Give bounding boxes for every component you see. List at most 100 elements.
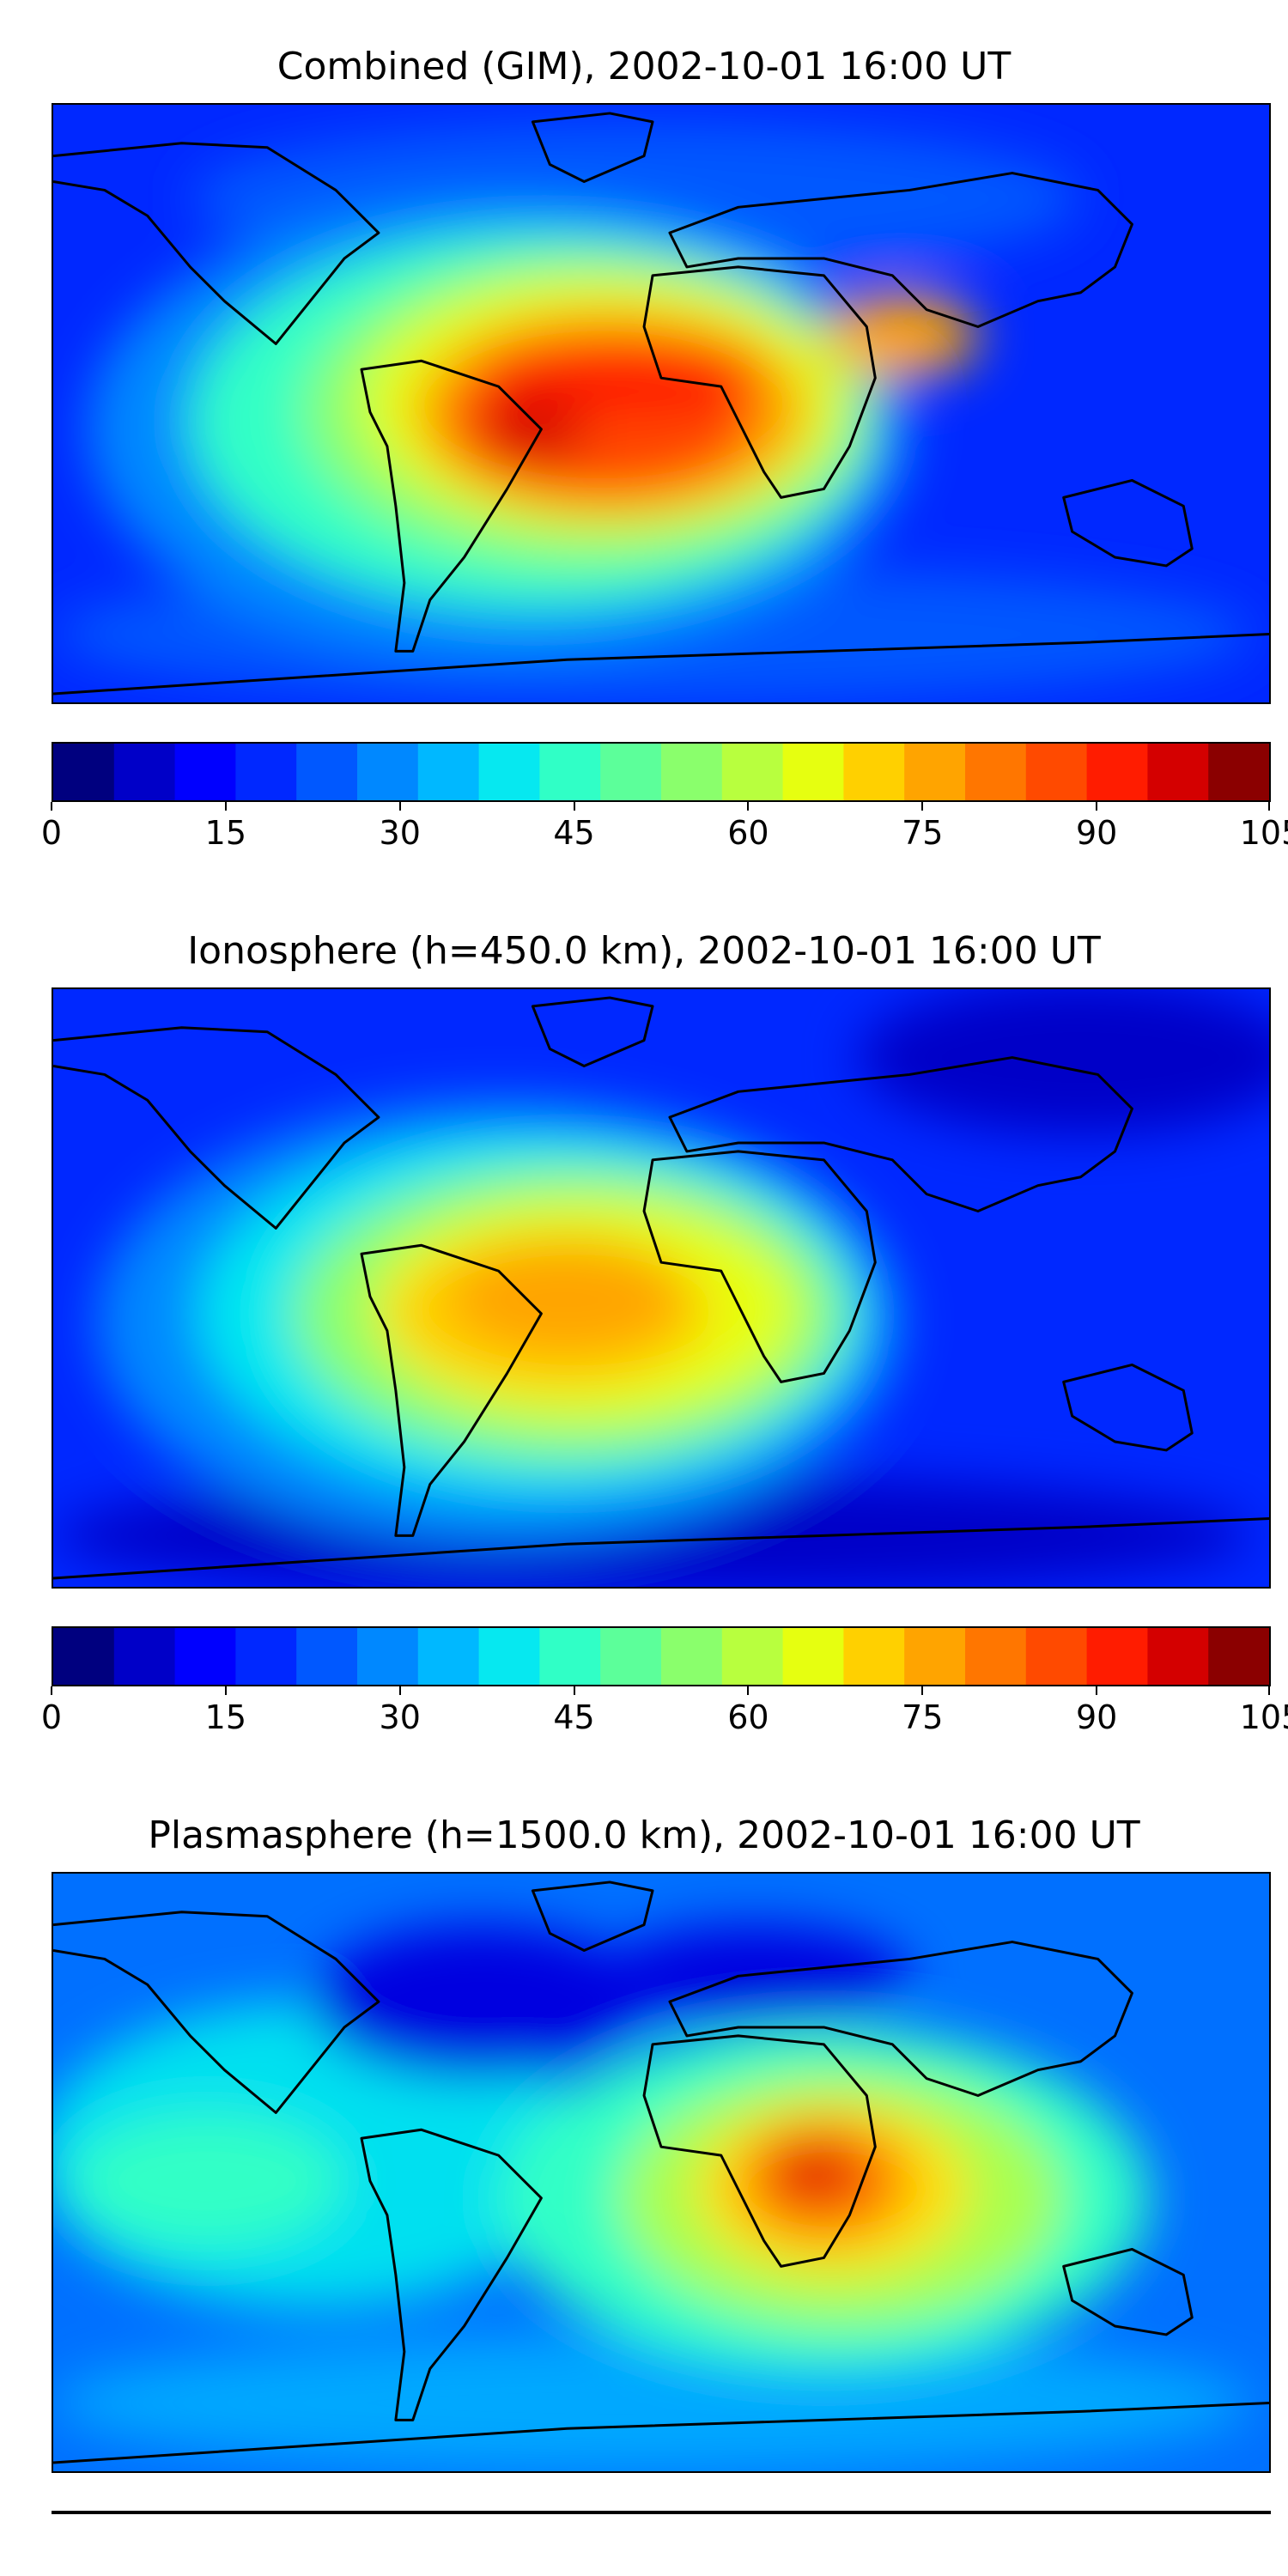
colorbar-segment [904, 744, 966, 800]
colorbar-segment [843, 1628, 905, 1685]
colorbar-segment [174, 1628, 236, 1685]
colorbar-segment [357, 1628, 419, 1685]
colorbar-tick [51, 1686, 52, 1695]
colorbar-tick [224, 802, 227, 811]
colorbar-segment [478, 1628, 540, 1685]
colorbar-segment [1086, 1628, 1148, 1685]
colorbar-segment [53, 744, 115, 800]
colorbar-tick [1096, 802, 1098, 811]
colorbar-segment [782, 1628, 844, 1685]
colorbar-tick [1268, 1686, 1270, 1695]
colorbar-tick [573, 802, 575, 811]
colorbar-tick-label: 75 [902, 1698, 944, 1736]
chart-title-combined: Combined (GIM), 2002-10-01 16:00 UT [276, 45, 1012, 88]
map-ionosphere [52, 987, 1271, 1589]
coast-south-america [360, 1243, 543, 1537]
colorbar-segment [1147, 744, 1209, 800]
field-peak [772, 2142, 859, 2202]
coast-greenland [531, 112, 654, 183]
chart-title-plasmasphere: Plasmasphere (h=1500.0 km), 2002-10-01 1… [148, 1814, 1140, 1857]
colorbar-tick-label: 30 [379, 814, 421, 852]
coast-south-america [360, 359, 543, 653]
colorbar-tick-label: 0 [40, 814, 63, 852]
field-band-south [53, 2334, 1253, 2471]
colorbar-segment [357, 744, 419, 800]
colorbar-tick-label: 60 [727, 814, 769, 852]
colorbar-segment [174, 744, 236, 800]
colorbar-segment [53, 1628, 115, 1685]
coast-north-america [53, 1026, 380, 1230]
colorbar-tick [1268, 802, 1270, 811]
coast-australia [1062, 2247, 1194, 2336]
colorbar-segment [235, 744, 297, 800]
colorbar-ticks-combined: 0 15 30 45 60 75 90 105 [41, 802, 1288, 854]
colorbar-segment [539, 744, 601, 800]
colorbar-tick [398, 1686, 401, 1695]
coast-antarctica [53, 1516, 1269, 1580]
colorbar-segment [965, 1628, 1027, 1685]
colorbar-tick [747, 802, 750, 811]
colorbar-tick-label: 45 [553, 1698, 595, 1736]
colorbar-tick-label: 105 [1239, 1698, 1288, 1736]
coast-antarctica [53, 2401, 1269, 2464]
colorbar-segment [600, 1628, 662, 1685]
colorbar-segment [843, 744, 905, 800]
coastlines [53, 1880, 1269, 2464]
colorbar-segment [904, 1628, 966, 1685]
colorbar-segment [661, 744, 723, 800]
colorbar-tick-label: 90 [1075, 1698, 1118, 1736]
colorbar-segment [417, 744, 480, 800]
colorbar-ionosphere [52, 1626, 1271, 1686]
colorbar-segment [1208, 1628, 1269, 1685]
colorbar-segment [1025, 1628, 1088, 1685]
colorbar-tick-label: 75 [902, 814, 944, 852]
colorbar-tick-label: 0 [40, 1698, 63, 1736]
field-low-asia [858, 989, 1269, 1135]
colorbar-tick [921, 1686, 924, 1695]
colorbar-segment [478, 744, 540, 800]
field-peak [481, 395, 585, 464]
colorbar-tick-label: 45 [553, 814, 595, 852]
coast-eurasia [668, 1941, 1133, 2098]
colorbar-tick-label: 15 [204, 1698, 247, 1736]
colorbar-tick-label: 60 [727, 1698, 769, 1736]
colorbar-tick-label: 90 [1075, 814, 1118, 852]
colorbar-plasmasphere-spacer [52, 2511, 1271, 2514]
coastlines [53, 112, 1269, 696]
coast-greenland [531, 996, 654, 1067]
coast-australia [1062, 478, 1194, 568]
colorbar-segment [965, 744, 1027, 800]
field-low-europe [601, 1924, 910, 2027]
coast-antarctica [53, 632, 1269, 696]
coast-north-america [53, 1911, 380, 2114]
colorbar-tick [921, 802, 924, 811]
field-peak [447, 1236, 687, 1357]
colorbar-segment [1208, 744, 1269, 800]
colorbar-segment [600, 744, 662, 800]
colorbar-segment [721, 1628, 784, 1685]
coast-africa [642, 2034, 877, 2268]
colorbar-segment [721, 744, 784, 800]
map-combined-gim [52, 103, 1271, 704]
coast-south-america [360, 2128, 543, 2421]
colorbar-tick [224, 1686, 227, 1695]
coastlines [53, 996, 1269, 1580]
coast-australia [1062, 1363, 1194, 1452]
field-low-atlantic [310, 1924, 653, 2079]
colorbar-segment [782, 744, 844, 800]
coast-eurasia [668, 172, 1133, 329]
colorbar-segment [296, 744, 358, 800]
colorbar-segment [417, 1628, 480, 1685]
coast-eurasia [668, 1056, 1133, 1213]
colorbar-segment [539, 1628, 601, 1685]
colorbar-segment [1025, 744, 1088, 800]
colorbar-tick [573, 1686, 575, 1695]
colorbar-tick-label: 30 [379, 1698, 421, 1736]
colorbar-tick [1096, 1686, 1098, 1695]
chart-title-ionosphere: Ionosphere (h=450.0 km), 2002-10-01 16:0… [187, 929, 1101, 973]
coast-africa [642, 1150, 877, 1383]
colorbar-tick [51, 802, 52, 811]
colorbar-tick-label: 105 [1239, 814, 1288, 852]
colorbar-segment [1086, 744, 1148, 800]
colorbar-tick [398, 802, 401, 811]
